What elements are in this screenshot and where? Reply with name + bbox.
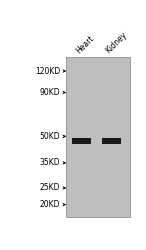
Bar xyxy=(72,138,91,143)
Text: 35KD: 35KD xyxy=(39,158,60,168)
Text: 90KD: 90KD xyxy=(39,88,60,97)
Text: 25KD: 25KD xyxy=(40,184,60,192)
Text: 50KD: 50KD xyxy=(39,132,60,141)
Text: 20KD: 20KD xyxy=(40,200,60,209)
Text: 120KD: 120KD xyxy=(35,66,60,76)
Bar xyxy=(102,138,121,143)
Text: Heart: Heart xyxy=(74,34,96,55)
Bar xyxy=(66,57,130,217)
Text: Kidney: Kidney xyxy=(104,30,129,55)
